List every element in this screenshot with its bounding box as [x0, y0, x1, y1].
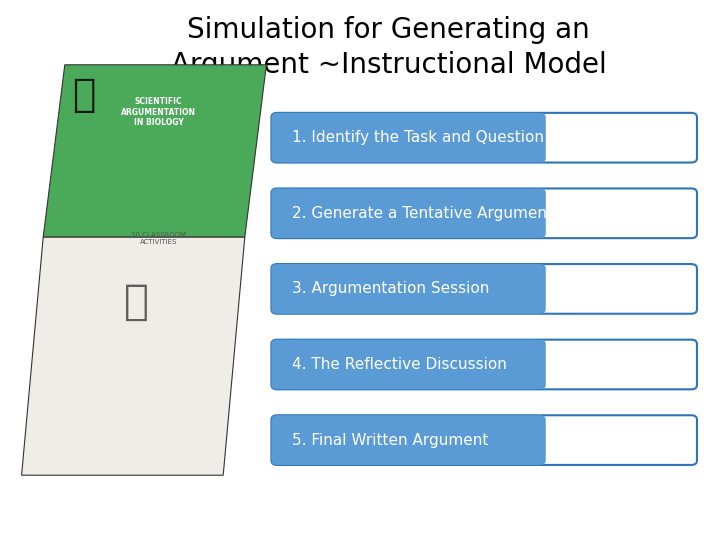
FancyBboxPatch shape: [271, 264, 697, 314]
Text: 30 CLASSROOM
ACTIVITIES: 30 CLASSROOM ACTIVITIES: [131, 232, 186, 245]
Text: 🔬: 🔬: [72, 76, 95, 113]
Text: SCIENTIFIC
ARGUMENTATION
IN BIOLOGY: SCIENTIFIC ARGUMENTATION IN BIOLOGY: [121, 97, 196, 127]
Polygon shape: [22, 237, 245, 475]
FancyBboxPatch shape: [271, 113, 697, 163]
Text: 2. Generate a Tentative Argument: 2. Generate a Tentative Argument: [292, 206, 553, 221]
FancyBboxPatch shape: [271, 188, 697, 238]
Text: 🌿: 🌿: [125, 281, 149, 323]
FancyBboxPatch shape: [271, 340, 546, 389]
Text: 1. Identify the Task and Question: 1. Identify the Task and Question: [292, 130, 544, 145]
FancyBboxPatch shape: [271, 340, 697, 389]
Text: 4. The Reflective Discussion: 4. The Reflective Discussion: [292, 357, 506, 372]
FancyBboxPatch shape: [271, 264, 546, 314]
FancyBboxPatch shape: [271, 415, 697, 465]
Polygon shape: [43, 65, 266, 237]
FancyBboxPatch shape: [271, 188, 546, 238]
Text: 5. Final Written Argument: 5. Final Written Argument: [292, 433, 488, 448]
FancyBboxPatch shape: [271, 415, 546, 465]
Text: Simulation for Generating an
Argument ~Instructional Model: Simulation for Generating an Argument ~I…: [171, 16, 607, 79]
Text: 3. Argumentation Session: 3. Argumentation Session: [292, 281, 489, 296]
FancyBboxPatch shape: [271, 113, 546, 163]
